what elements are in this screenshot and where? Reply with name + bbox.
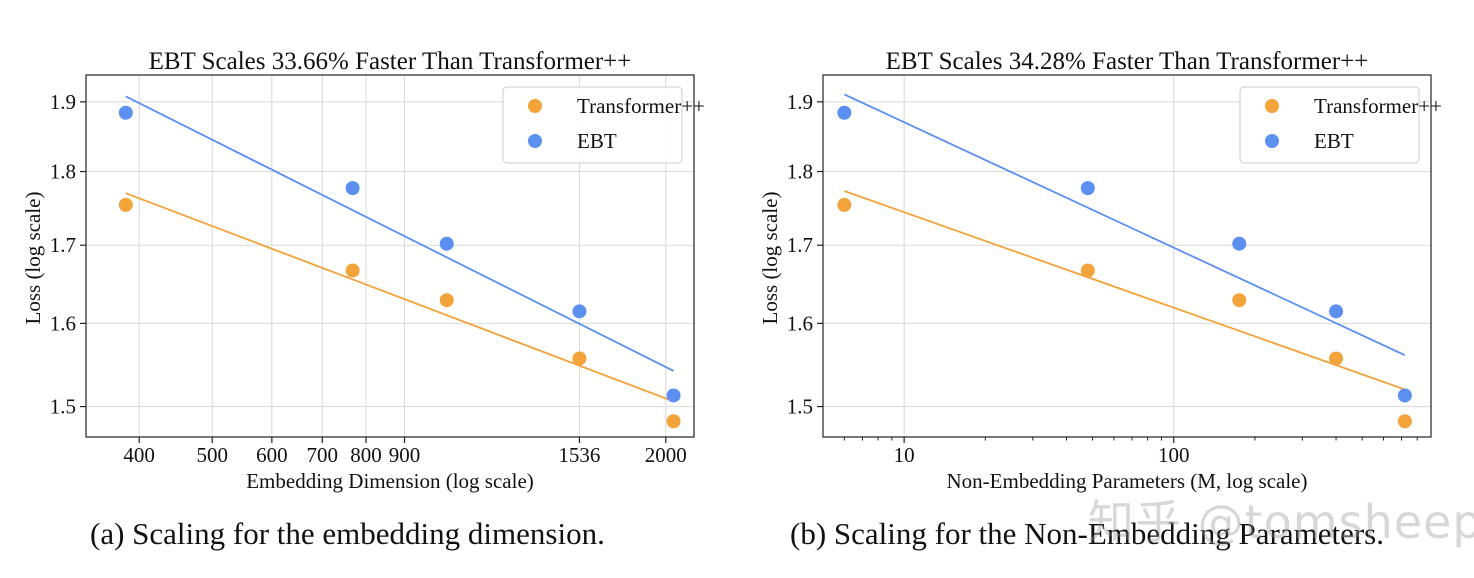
y-tick-label: 1.6 xyxy=(787,311,813,335)
fit-line-transformer xyxy=(125,192,674,403)
legend-box xyxy=(502,86,683,164)
data-point-ebt xyxy=(837,105,852,120)
x-tick-label: 10 xyxy=(894,443,915,467)
y-tick-label: 1.5 xyxy=(787,395,813,419)
legend-marker xyxy=(1265,134,1279,148)
chart-title: EBT Scales 34.28% Faster Than Transforme… xyxy=(886,48,1369,75)
data-point-ebt xyxy=(1329,304,1344,319)
legend-marker xyxy=(528,134,542,148)
x-tick-label: 900 xyxy=(389,443,421,467)
fit-line-transformer xyxy=(844,190,1406,391)
data-point-ebt xyxy=(572,304,587,319)
plot-frame xyxy=(85,74,695,438)
legend-box xyxy=(1239,86,1420,164)
legend-label: EBT xyxy=(1314,129,1354,153)
legend-label: Transformer++ xyxy=(577,94,705,118)
chart-embedding-dimension: EBT Scales 33.66% Faster Than Transforme… xyxy=(21,48,705,493)
x-tick-label: 400 xyxy=(123,443,155,467)
data-point-ebt xyxy=(666,388,681,403)
fit-line-ebt xyxy=(125,95,674,372)
data-point-transformer xyxy=(345,263,360,278)
x-axis-label: Embedding Dimension (log scale) xyxy=(246,469,534,493)
x-axis-label: Non-Embedding Parameters (M, log scale) xyxy=(947,469,1308,493)
data-point-ebt xyxy=(118,105,133,120)
legend-label: Transformer++ xyxy=(1314,94,1442,118)
legend-marker xyxy=(528,99,542,113)
caption-a: (a) Scaling for the embedding dimension. xyxy=(90,516,605,551)
chart-title: EBT Scales 33.66% Faster Than Transforme… xyxy=(149,48,632,75)
x-tick-label: 1536 xyxy=(558,443,600,467)
x-tick-label: 700 xyxy=(307,443,339,467)
data-point-transformer xyxy=(118,197,133,212)
data-point-transformer xyxy=(1329,351,1344,366)
watermark-text: 知乎 @tomsheep xyxy=(1088,495,1474,549)
y-tick-label: 1.8 xyxy=(787,160,813,184)
caption-b: (b) Scaling for the Non-Embedding Parame… xyxy=(790,516,1384,551)
y-axis-label: Loss (log scale) xyxy=(21,192,45,325)
data-point-transformer xyxy=(1232,293,1247,308)
x-tick-label: 500 xyxy=(196,443,228,467)
y-tick-label: 1.6 xyxy=(50,311,76,335)
legend-marker xyxy=(1265,99,1279,113)
data-point-transformer xyxy=(837,197,852,212)
fit-line-ebt xyxy=(843,93,1406,356)
y-tick-label: 1.7 xyxy=(787,233,813,257)
data-point-transformer xyxy=(1080,263,1095,278)
chart-non-embedding-parameters: EBT Scales 34.28% Faster Than Transforme… xyxy=(758,48,1442,493)
x-tick-label: 600 xyxy=(256,443,288,467)
y-tick-label: 1.7 xyxy=(50,233,76,257)
data-point-ebt xyxy=(1080,181,1095,196)
data-point-transformer xyxy=(666,414,681,429)
x-tick-label: 800 xyxy=(350,443,382,467)
y-tick-label: 1.5 xyxy=(50,395,76,419)
data-point-transformer xyxy=(1397,414,1412,429)
data-point-transformer xyxy=(439,293,454,308)
data-point-ebt xyxy=(1232,236,1247,251)
plot-frame xyxy=(822,74,1432,438)
x-tick-label: 2000 xyxy=(645,443,687,467)
data-point-ebt xyxy=(345,181,360,196)
data-point-transformer xyxy=(572,351,587,366)
legend-label: EBT xyxy=(577,129,617,153)
y-tick-label: 1.8 xyxy=(50,160,76,184)
data-point-ebt xyxy=(439,236,454,251)
y-tick-label: 1.9 xyxy=(787,90,813,114)
data-point-ebt xyxy=(1397,388,1412,403)
y-axis-label: Loss (log scale) xyxy=(758,192,782,325)
x-tick-label: 100 xyxy=(1158,443,1190,467)
y-tick-label: 1.9 xyxy=(50,90,76,114)
